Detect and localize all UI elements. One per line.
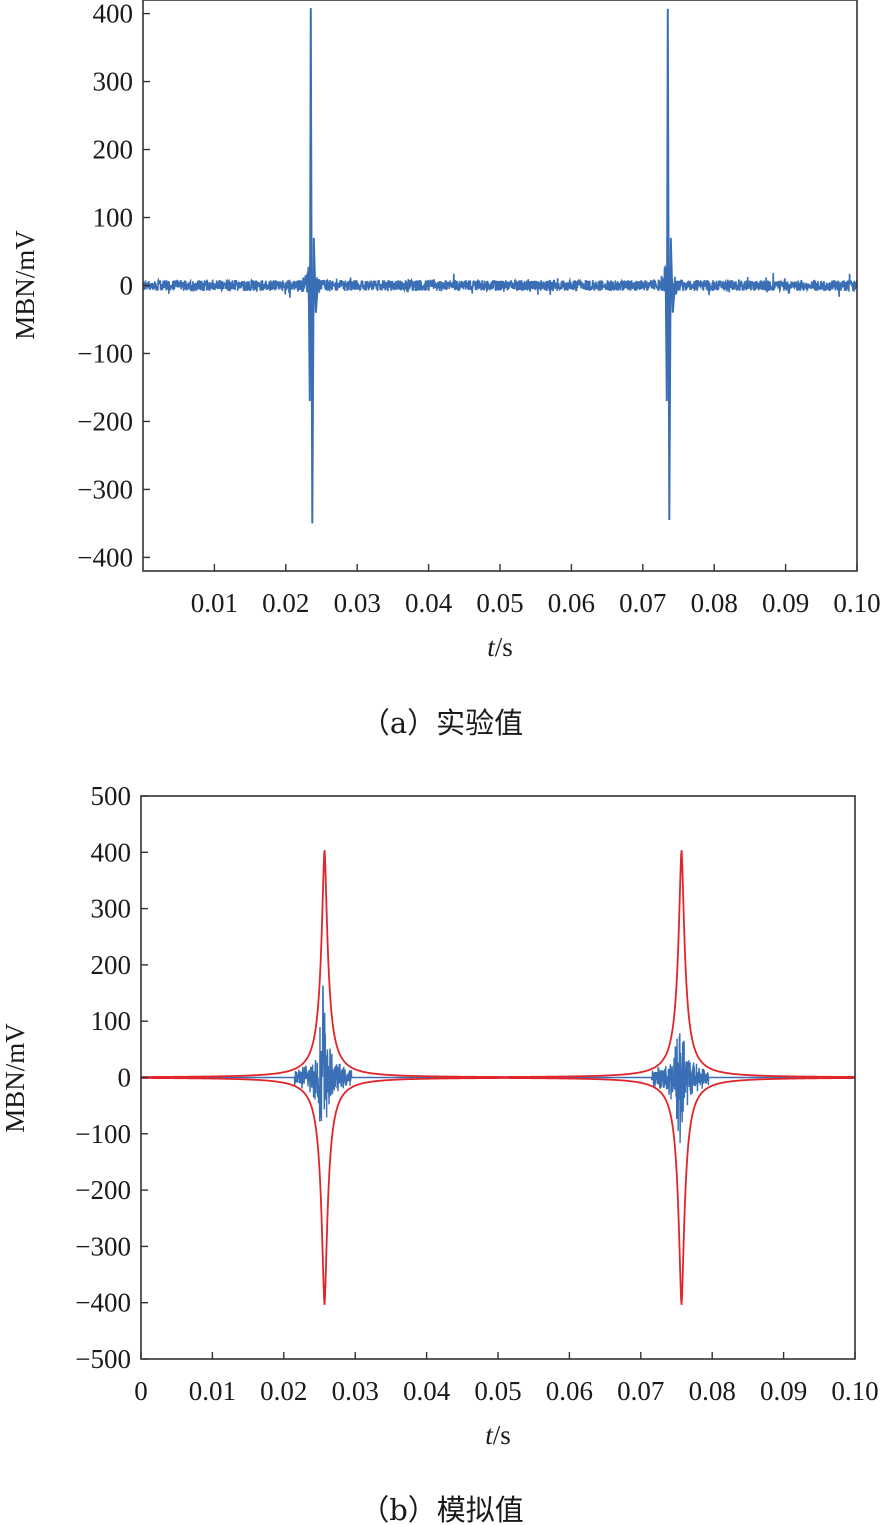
panel-a-plot-area (142, 8, 858, 524)
series-measured-signal (142, 259, 858, 309)
panel-a-y-axis: 400 300 200 100 0 −100 −200 −300 −400 (77, 0, 150, 572)
x-tick-label: 0.09 (760, 1376, 807, 1406)
x-tick-label: 0.04 (403, 1376, 451, 1406)
y-tick-label: 100 (93, 203, 134, 233)
x-tick-label: 0.07 (617, 1376, 664, 1406)
x-tick-label: 0.05 (474, 1376, 521, 1406)
x-tick-label: 0.09 (762, 588, 809, 618)
y-tick-label: −300 (75, 1231, 131, 1261)
x-tick-label: 0.01 (191, 588, 238, 618)
panel-a-y-axis-label: MBN/mV (10, 230, 40, 340)
panel-b-x-axis: 0 0.01 0.02 0.03 0.04 0.05 0.06 0.07 0.08 0.09 0.1… (134, 1352, 879, 1406)
y-tick-label: 0 (120, 271, 134, 301)
panel-b: 500 400 300 200 100 0 −100 −200 −300 −400 −500 0 0.… (0, 781, 879, 1525)
x-tick-label: 0.03 (332, 1376, 379, 1406)
y-tick-label: −100 (75, 1119, 131, 1149)
x-tick-label: 0.08 (691, 588, 738, 618)
y-tick-label: 100 (91, 1006, 132, 1036)
panel-b-x-axis-label: t/s (485, 1420, 511, 1450)
x-tick-label: 0.06 (548, 588, 595, 618)
y-tick-label: −100 (77, 338, 133, 368)
panel-a-x-axis-label: t/s (487, 632, 513, 662)
panel-b-caption: （b）模拟值 (360, 1493, 524, 1525)
panel-b-y-axis: 500 400 300 200 100 0 −100 −200 −300 −400 −500 (75, 781, 148, 1374)
burst-peak-2 (664, 8, 676, 521)
x-tick-label: 0.10 (833, 588, 880, 618)
burst-peak-1 (307, 8, 319, 524)
panel-a-x-axis: 0.01 0.02 0.03 0.04 0.05 0.06 0.07 0.08 0.09 0.10 (191, 564, 881, 618)
y-tick-label: −400 (75, 1288, 131, 1318)
x-tick-label: 0.02 (260, 1376, 307, 1406)
y-tick-label: 300 (91, 894, 132, 924)
y-tick-label: 400 (91, 837, 132, 867)
x-tick-label: 0.02 (262, 588, 309, 618)
y-tick-label: 200 (93, 135, 134, 165)
x-tick-label: 0.07 (619, 588, 666, 618)
panel-a-caption: （a）实验值 (361, 706, 523, 740)
panel-b-plot-area (140, 850, 855, 1305)
x-tick-label: 0.05 (476, 588, 523, 618)
y-tick-label: −300 (77, 474, 133, 504)
y-tick-label: 400 (93, 0, 134, 29)
y-tick-label: 200 (91, 950, 132, 980)
x-tick-label: 0.08 (689, 1376, 736, 1406)
y-tick-label: 300 (93, 67, 134, 97)
x-tick-label: 0 (134, 1376, 148, 1406)
x-tick-label: 0.06 (546, 1376, 593, 1406)
x-tick-label: 0.03 (334, 588, 381, 618)
y-tick-label: 500 (91, 781, 132, 811)
envelope-lower (140, 1077, 855, 1305)
y-tick-label: −200 (77, 406, 133, 436)
y-tick-label: 0 (118, 1063, 132, 1093)
y-tick-label: −400 (77, 542, 133, 572)
x-tick-label: 0.01 (189, 1376, 236, 1406)
y-tick-label: −200 (75, 1175, 131, 1205)
x-tick-label: 0.04 (405, 588, 453, 618)
series-simulated-signal (141, 985, 855, 1144)
x-tick-label: 0.10 (831, 1376, 878, 1406)
y-tick-label: −500 (75, 1344, 131, 1374)
envelope-upper (140, 850, 855, 1078)
panel-b-y-axis-label: MBN/mV (0, 1023, 30, 1133)
